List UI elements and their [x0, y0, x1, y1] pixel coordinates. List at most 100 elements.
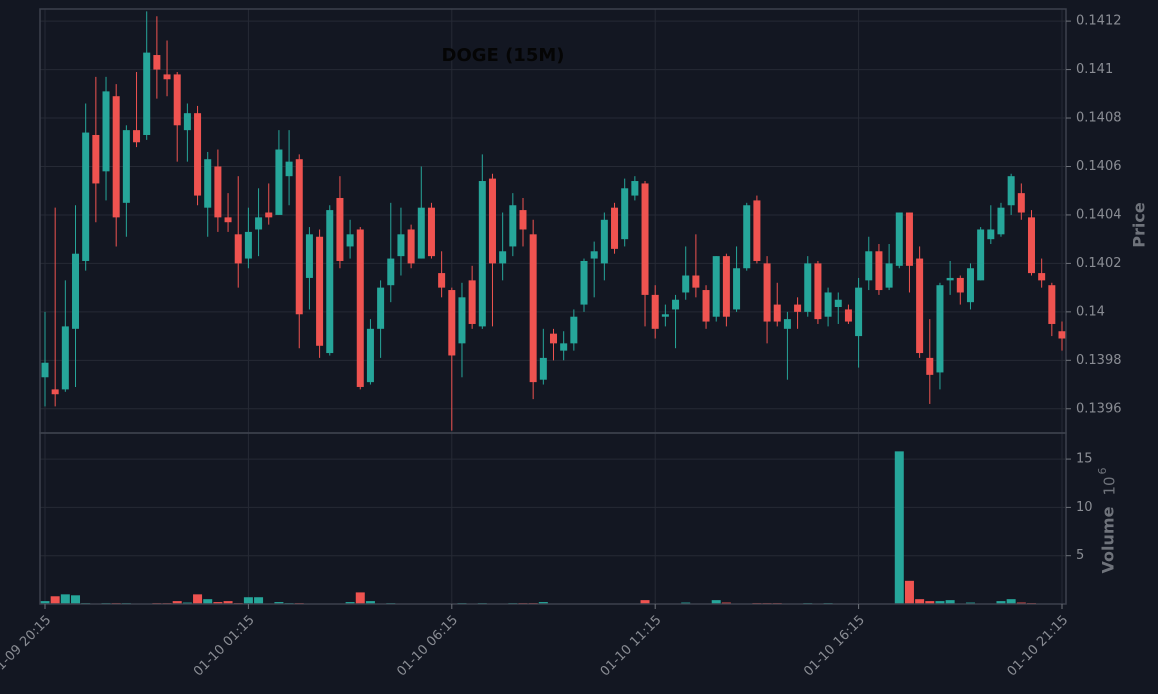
volume-bar [538, 602, 548, 604]
candle-body [438, 273, 446, 288]
candle-body [397, 234, 405, 257]
candle-body [51, 389, 59, 395]
candle-body [72, 253, 80, 329]
candle-body [885, 263, 893, 288]
candle-body [183, 113, 191, 131]
candle-body [214, 166, 222, 218]
candle-body [956, 277, 964, 293]
candle-body [102, 91, 110, 172]
y-tick-label: 0.1412 [1076, 14, 1122, 29]
candle-body [244, 231, 252, 259]
volume-bar [243, 597, 253, 604]
candle-body [977, 229, 985, 281]
volume-bar [193, 594, 203, 604]
candle-body [1048, 285, 1056, 324]
y-tick-label: 0.141 [1076, 62, 1113, 77]
candle-body [316, 236, 324, 346]
candle-body [1058, 331, 1066, 339]
y-tick-label: 0.1408 [1076, 111, 1122, 126]
candle-body [92, 134, 100, 184]
volume-bar [274, 602, 284, 604]
candle-body [926, 357, 934, 375]
candle-body [946, 277, 954, 281]
volume-bar [711, 600, 721, 604]
candle-body [224, 217, 232, 223]
candle-body [631, 181, 639, 196]
volume-frame [39, 432, 1067, 605]
candle-body [875, 251, 883, 291]
volume-bar [71, 595, 81, 604]
volume-bar [203, 599, 213, 604]
candle-body [427, 207, 435, 257]
candle-body [377, 287, 385, 329]
candle-body [1007, 176, 1015, 206]
candle-body [468, 280, 476, 324]
candle-body [722, 256, 730, 317]
y-tick-label: 0.1406 [1076, 159, 1122, 174]
candle-body [916, 258, 924, 354]
candle-body [336, 197, 344, 261]
candle-body [814, 263, 822, 320]
volume-bar [894, 451, 904, 604]
candle-body [407, 229, 415, 264]
candle-body [641, 183, 649, 295]
candle-body [488, 178, 496, 264]
candle-body [255, 217, 263, 230]
candle-body [855, 287, 863, 337]
candle-body [661, 314, 669, 317]
volume-bar [365, 601, 375, 604]
candle-body [895, 212, 903, 266]
volume-bar [60, 594, 70, 604]
candle-body [550, 333, 557, 344]
offset-exponent: 6 [1096, 468, 1109, 475]
candle-body [194, 113, 202, 196]
candle-body [539, 357, 547, 380]
candle-body [692, 275, 700, 288]
candle-body [651, 294, 659, 329]
volume-bar [254, 597, 264, 604]
candle-body [285, 161, 293, 177]
candle-body [153, 55, 161, 70]
volume-bar [40, 601, 50, 604]
candle-body [1017, 193, 1025, 213]
y-tick-label: 15 [1076, 452, 1093, 467]
candle-body [580, 260, 588, 305]
y-tick-label: 0.1402 [1076, 256, 1122, 271]
chart-title: DOGE (15M) [442, 45, 565, 66]
volume-bar [1006, 599, 1016, 604]
offset-base: 10 [1101, 476, 1119, 495]
candle-body [265, 212, 273, 218]
candle-body [529, 234, 537, 383]
volume-bar [50, 596, 60, 604]
candle-body [234, 234, 242, 264]
candle-body [356, 229, 364, 387]
candle-body [702, 290, 710, 322]
candle-body [1038, 273, 1046, 281]
candle-body [712, 256, 720, 317]
candle-body [783, 319, 791, 329]
candle-body [865, 251, 873, 281]
candle-body [794, 304, 802, 312]
candle-body [682, 275, 690, 293]
volume-bar [223, 601, 233, 604]
candle-body [173, 74, 181, 126]
candle-body [824, 292, 832, 317]
candle-body [295, 159, 303, 315]
candle-body [834, 299, 842, 308]
y-axis-label: Price [1130, 202, 1149, 248]
volume-bar [213, 602, 223, 604]
volume-bar [904, 580, 914, 604]
candle-body [478, 181, 486, 327]
volume-axis-label: Volume [1099, 506, 1118, 573]
candle-body [763, 263, 771, 322]
volume-bar [345, 602, 355, 604]
candle-body [621, 188, 629, 240]
volume-bar [935, 601, 945, 604]
candle-body [804, 263, 812, 312]
candle-body [163, 74, 171, 80]
candle-body [997, 207, 1005, 235]
candle-body [733, 268, 741, 310]
candle-body [458, 297, 466, 344]
